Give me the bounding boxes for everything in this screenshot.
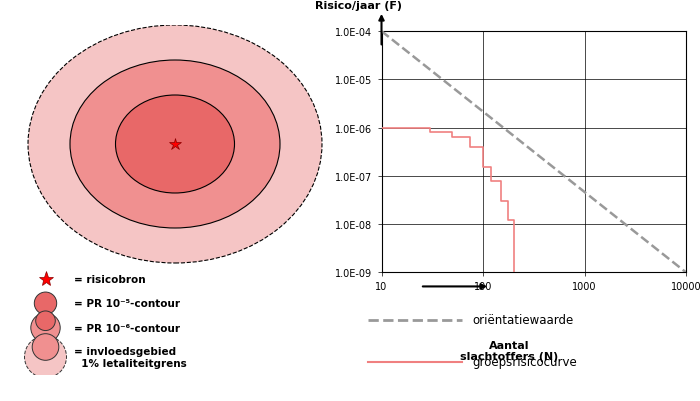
Text: Aantal
slachtoffers (N): Aantal slachtoffers (N)	[461, 340, 559, 362]
Circle shape	[36, 311, 55, 331]
Circle shape	[32, 334, 59, 360]
Text: oriëntatiewaarde: oriëntatiewaarde	[473, 314, 574, 327]
Text: = risicobron: = risicobron	[74, 274, 145, 284]
Circle shape	[31, 313, 60, 342]
Ellipse shape	[70, 61, 280, 229]
Ellipse shape	[28, 26, 322, 263]
Circle shape	[25, 336, 66, 378]
Text: = PR 10⁻⁶-contour: = PR 10⁻⁶-contour	[74, 323, 179, 333]
Ellipse shape	[116, 96, 234, 194]
Text: = invloedsgebied
  1% letaliteitgrens: = invloedsgebied 1% letaliteitgrens	[74, 346, 186, 368]
Text: groepsrisicocurve: groepsrisicocurve	[473, 355, 578, 368]
Text: Risico/jaar (F): Risico/jaar (F)	[314, 1, 402, 11]
Text: = PR 10⁻⁵-contour: = PR 10⁻⁵-contour	[74, 298, 179, 308]
Circle shape	[34, 292, 57, 315]
